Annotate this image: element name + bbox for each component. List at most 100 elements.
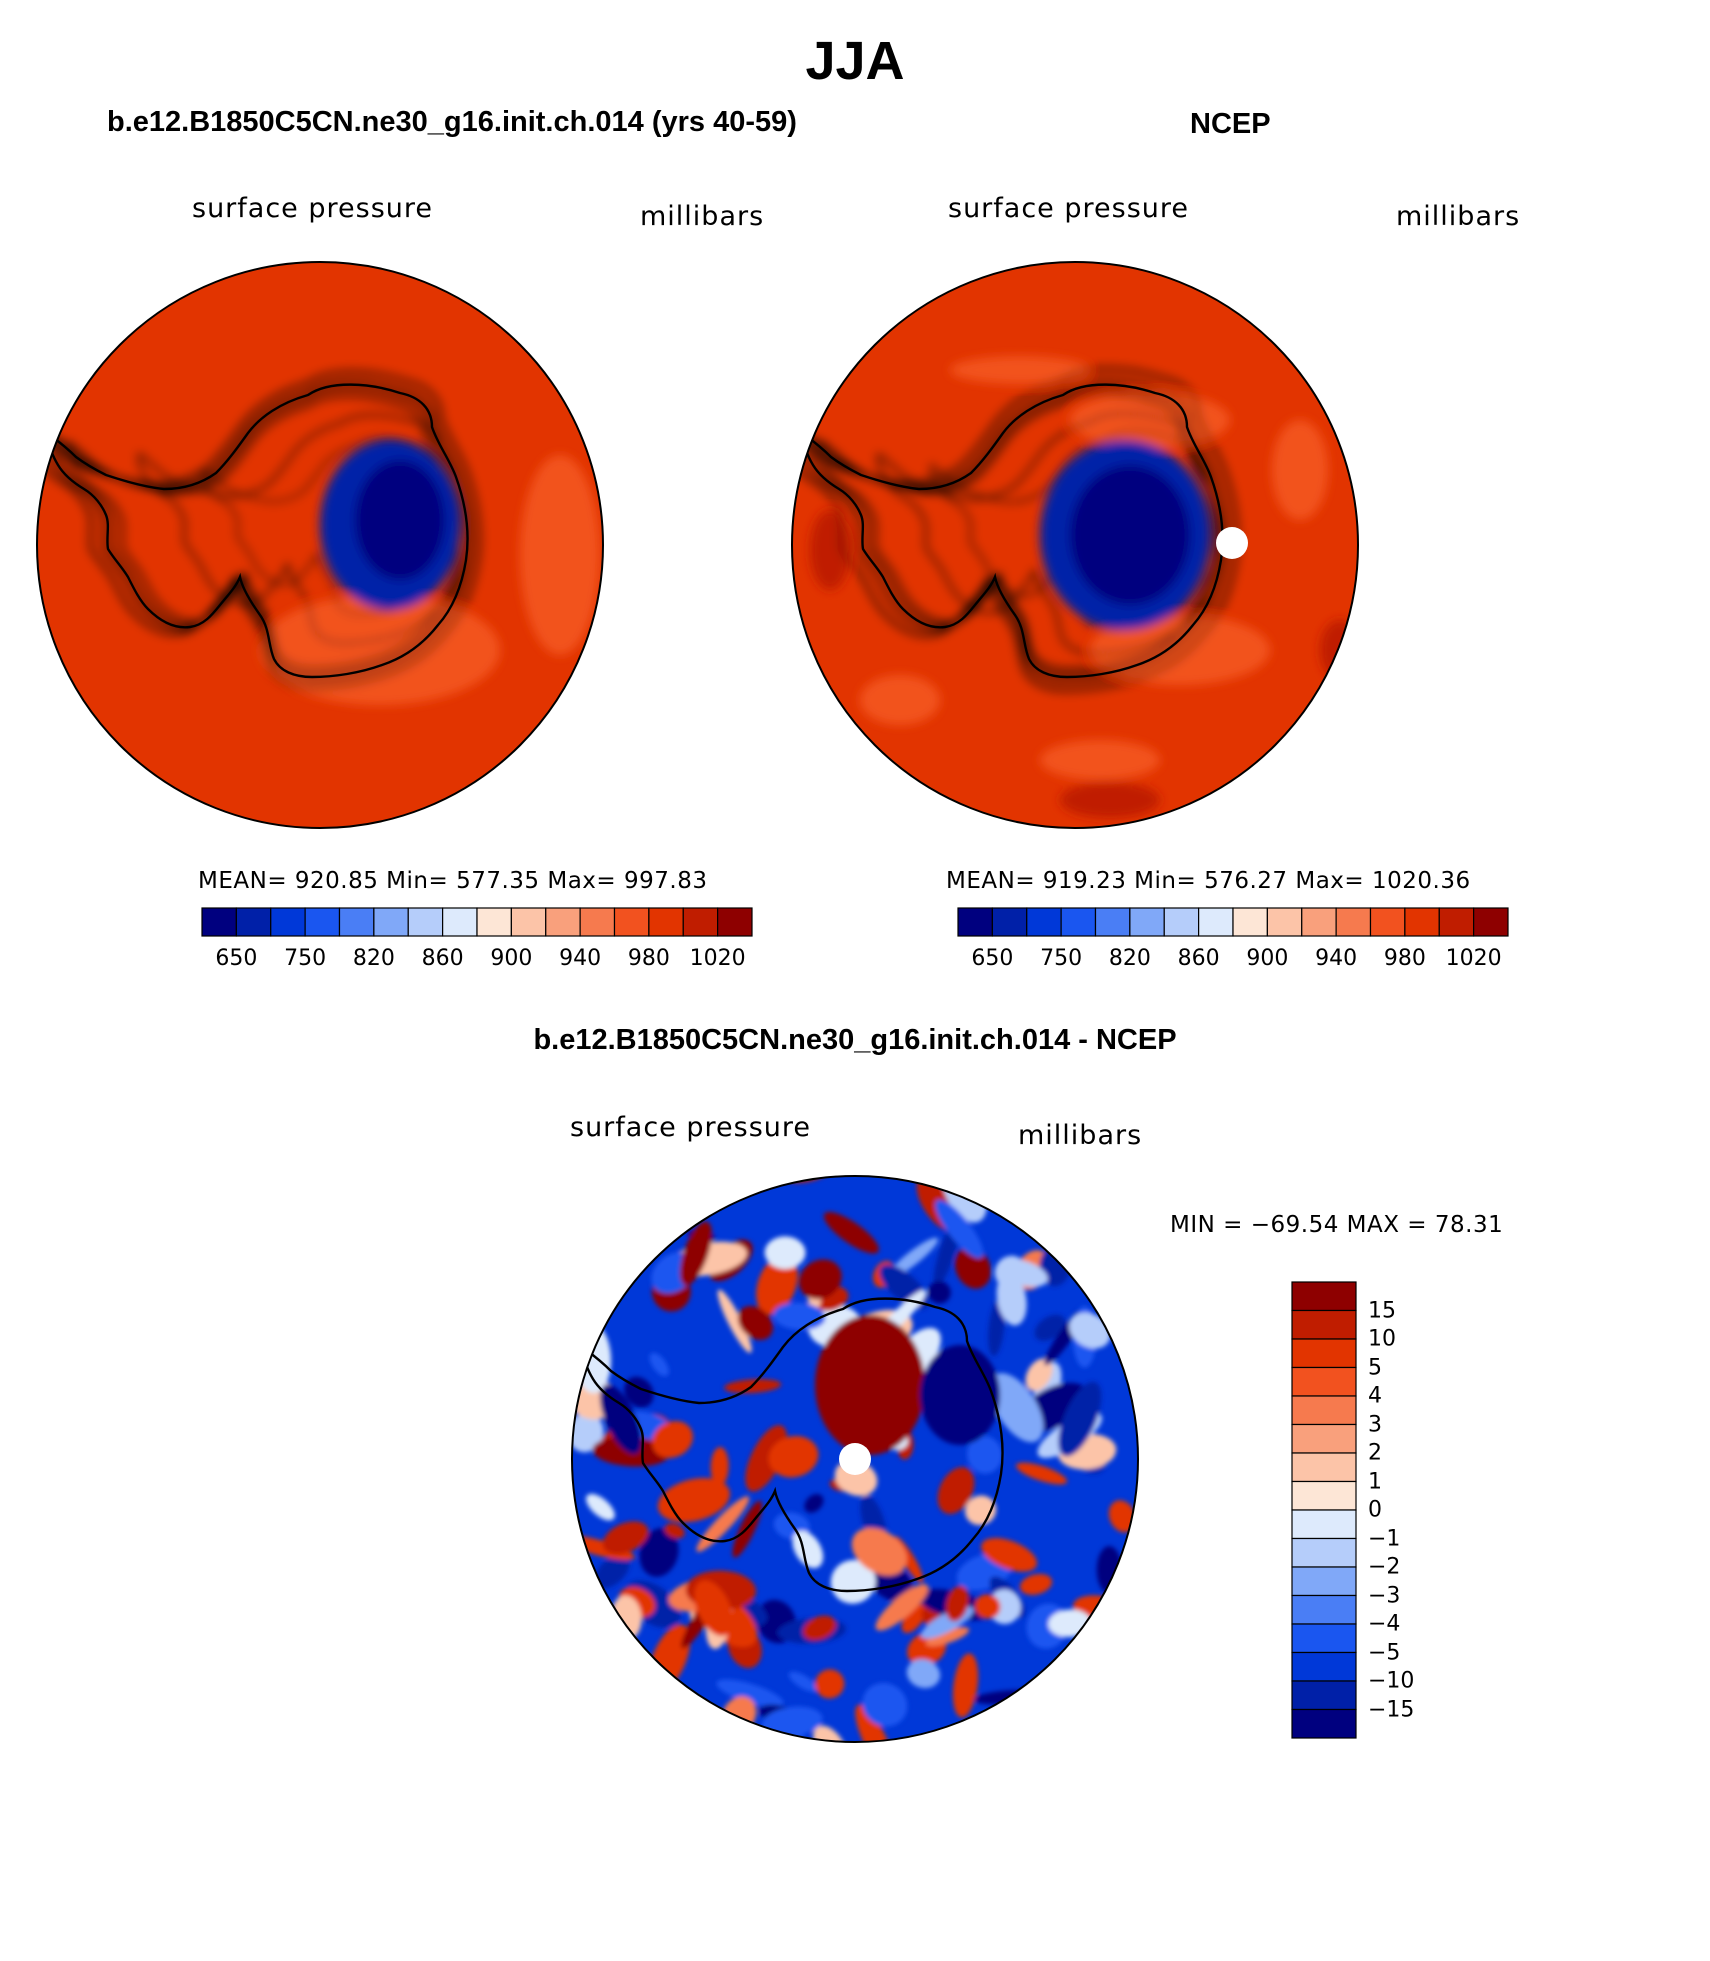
diff-colorbar-tick-label: 5	[1368, 1355, 1382, 1380]
diff-field-blob	[756, 1254, 798, 1315]
diff-colorbar-swatch	[1291, 1423, 1357, 1454]
diff-field-blob	[1019, 1573, 1053, 1595]
model-colorbar-swatch	[510, 907, 547, 937]
diff-pole-marker	[839, 1443, 871, 1475]
obs-colorbar-swatch	[1094, 907, 1131, 937]
model-colorbar-tick-label: 1020	[689, 946, 746, 971]
model-colorbar-tick-label: 940	[559, 946, 602, 971]
diff-colorbar-tick-label: −2	[1368, 1554, 1401, 1580]
model-colorbar-swatch	[235, 907, 272, 937]
obs-colorbar-swatch	[957, 907, 993, 937]
figure-title: JJA	[805, 31, 905, 91]
diff-field-blob	[920, 1345, 1000, 1445]
model-colorbar-tick-label: 820	[352, 946, 395, 971]
model-colorbar-swatch	[270, 907, 306, 937]
diff-field-blob	[717, 1289, 752, 1353]
diff-colorbar	[1291, 1281, 1357, 1739]
diff-field-blob	[745, 1425, 787, 1492]
model-colorbar-swatch	[373, 907, 409, 937]
diff-field-blob	[716, 1679, 784, 1707]
diff-field-blob	[996, 1272, 1027, 1326]
obs-variable-label: surface pressure	[948, 193, 1189, 224]
model-colorbar-swatch	[648, 907, 684, 937]
diff-variable-label: surface pressure	[570, 1112, 811, 1143]
model-colorbar-tick-label: 860	[421, 946, 464, 971]
obs-colorbar-tick-label: 940	[1315, 946, 1358, 971]
diff-colorbar-tick-label: 3	[1368, 1412, 1382, 1437]
obs-colorbar-swatch	[1438, 907, 1475, 937]
diff-field-blob	[602, 1521, 649, 1555]
obs-colorbar-tick-label: 900	[1246, 946, 1289, 971]
model-colorbar-tick-label: 980	[627, 946, 670, 971]
diff-colorbar-swatch	[1291, 1537, 1357, 1568]
model-colorbar-swatch	[579, 907, 616, 937]
diff-field-blob	[761, 1706, 823, 1738]
diff-field-blob	[664, 1523, 685, 1539]
diff-colorbar-swatch	[1291, 1395, 1357, 1426]
diff-field-blob	[967, 1435, 1003, 1474]
diff-field-blob	[1025, 1358, 1053, 1391]
missing-data-pole-marker	[1216, 527, 1248, 559]
obs-colorbar-tick-label: 980	[1383, 946, 1426, 971]
obs-colorbar-swatch	[1335, 907, 1372, 937]
model-colorbar-swatch	[682, 907, 719, 937]
obs-colorbar-tick-label: 820	[1108, 946, 1151, 971]
obs-colorbar-tick-label: 1020	[1445, 946, 1502, 971]
diff-field-blob	[935, 1199, 984, 1259]
obs-stats: MEAN= 919.23 Min= 576.27 Max= 1020.36	[946, 868, 1471, 894]
diff-field-blob	[906, 1659, 941, 1689]
diff-colorbar-tick-label: −15	[1368, 1697, 1415, 1722]
diff-field-blob	[815, 1669, 845, 1699]
diff-field-blob	[768, 1435, 819, 1478]
obs-units-label: millibars	[1396, 201, 1521, 232]
diff-field-blob	[599, 1384, 642, 1454]
diff-colorbar-tick-label: 10	[1368, 1326, 1396, 1352]
diff-colorbar-swatch	[1291, 1281, 1357, 1312]
diff-field-blob	[1058, 1381, 1102, 1457]
diff-field-blob	[1108, 1500, 1136, 1533]
diff-colorbar-tick-label: −4	[1368, 1611, 1401, 1637]
diff-colorbar-swatch	[1291, 1623, 1357, 1654]
obs-colorbar-tick-label: 650	[971, 946, 1014, 971]
diff-colorbar-swatch	[1291, 1480, 1357, 1511]
diff-field-blob	[1034, 1314, 1066, 1341]
diff-map-border	[571, 1175, 1139, 1743]
diff-colorbar-tick-label: −1	[1368, 1526, 1401, 1551]
model-map-border	[36, 261, 604, 829]
model-colorbar-swatch	[338, 907, 375, 937]
diff-field-blob	[887, 1237, 939, 1279]
obs-map	[792, 262, 1358, 828]
diff-colorbar-tick-label: −5	[1368, 1640, 1401, 1665]
model-colorbar-swatch	[717, 907, 753, 937]
diff-field-blob	[830, 1559, 876, 1604]
diff-field-blob	[586, 1493, 615, 1521]
obs-colorbar-swatch	[1163, 907, 1200, 937]
diff-colorbar-swatch	[1291, 1509, 1357, 1540]
diff-field-blob	[862, 1682, 908, 1727]
model-colorbar-swatch	[407, 907, 444, 937]
diff-field-blob	[657, 1477, 730, 1523]
diff-field-blob	[679, 1221, 712, 1286]
model-colorbar-swatch	[201, 907, 237, 937]
diff-field-blob	[813, 1725, 847, 1742]
diff-panel-title: b.e12.B1850C5CN.ne30_g16.init.ch.014 - N…	[533, 1024, 1177, 1056]
diff-field-blob	[981, 1538, 1038, 1572]
obs-colorbar-swatch	[1473, 907, 1509, 937]
diff-field-blob	[649, 1352, 669, 1377]
obs-colorbar-swatch	[1232, 907, 1268, 937]
diff-colorbar-swatch	[1291, 1594, 1357, 1625]
diff-map	[572, 1176, 1138, 1742]
diff-colorbar-tick-label: −10	[1368, 1668, 1415, 1694]
diff-field-blob	[788, 1671, 818, 1692]
obs-colorbar-swatch	[991, 907, 1028, 937]
obs-colorbar-swatch	[1369, 907, 1406, 937]
diff-colorbar-tick-label: 2	[1368, 1440, 1382, 1466]
diff-colorbar-swatch	[1291, 1309, 1357, 1340]
model-colorbar-tick-label: 650	[215, 946, 258, 971]
diff-field-blob	[974, 1594, 1001, 1619]
model-map	[37, 262, 603, 828]
diff-field-blob	[639, 1528, 679, 1577]
obs-colorbar-swatch	[1129, 907, 1165, 937]
model-panel-title: b.e12.B1850C5CN.ne30_g16.init.ch.014 (yr…	[107, 106, 797, 138]
diff-field-blob	[594, 1554, 630, 1589]
